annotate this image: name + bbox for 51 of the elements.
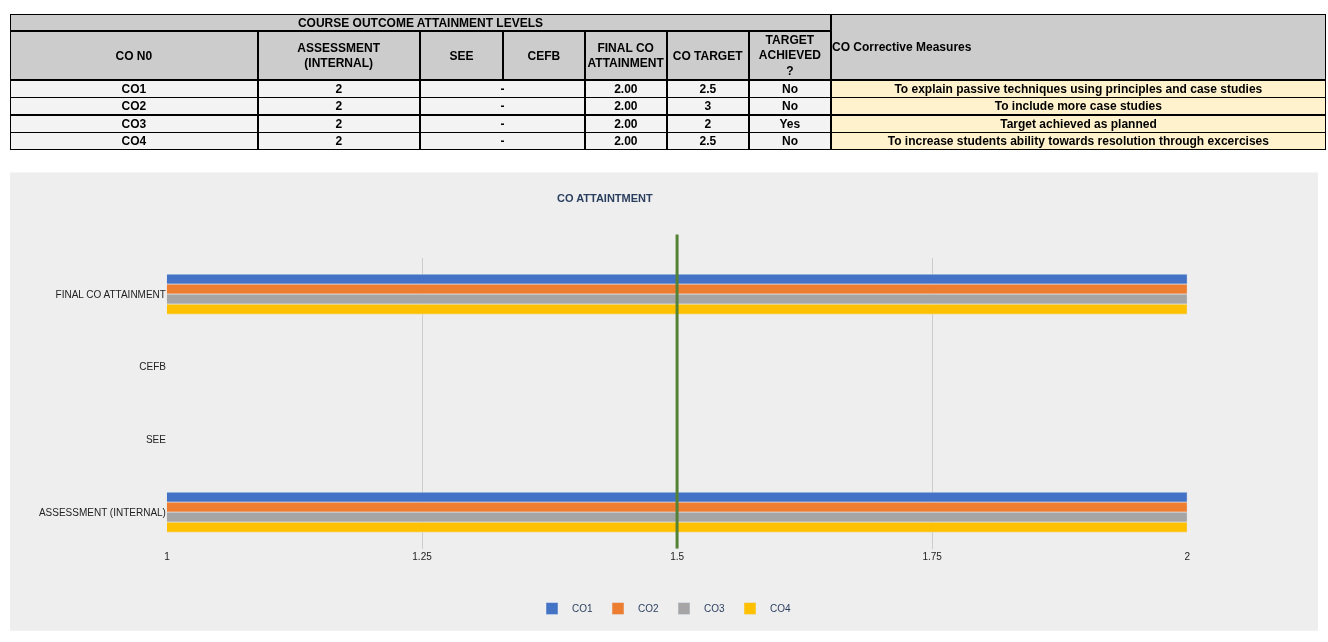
text: CO3 [121,116,147,131]
text: 2 [704,116,712,131]
text: 2 [335,133,343,148]
text: 2.5 [699,133,717,148]
x-tick-label: 1.75 [922,550,943,562]
text: To include more case studies [994,98,1162,113]
text: 2 [335,116,343,131]
text: - [500,98,505,113]
category-label: TARGET ACHIEVED ? [758,32,822,79]
text: 2.00 [614,81,638,96]
legend-label: CO2 [638,603,659,615]
x-tick-label: 1.25 [412,550,433,562]
category-label: CO N0 [115,48,153,63]
text: 2.00 [614,116,638,131]
x-tick-label: 1 [164,550,171,562]
category-label: CO TARGET [672,48,744,63]
text: - [500,81,505,96]
text: CO1 [121,81,147,96]
text: - [500,133,505,148]
y-tick-label: FINAL CO ATTAINMENT [55,288,166,300]
text: Yes [779,116,801,131]
text: 3 [704,98,712,113]
category-label: CEFB [527,48,561,63]
x-tick-label: 1.5 [670,550,685,562]
text: COURSE OUTCOME ATTAINMENT LEVELS [297,15,544,30]
text: To increase students ability towards resolution through excercises [887,133,1269,148]
text: CO4 [121,133,147,148]
text: CO2 [121,98,147,113]
legend-label: CO4 [770,603,791,615]
text: 2.5 [699,81,717,96]
category-label: FINAL CO ATTAINMENT [587,40,665,71]
text: No [782,81,798,96]
text: To explain passive techniques using principles and case studies [894,81,1263,96]
text: 2.00 [614,133,638,148]
text: - [500,116,505,131]
y-tick-label: ASSESSMENT (INTERNAL) [38,506,166,518]
text: 2 [335,98,343,113]
text: No [782,98,798,113]
text: Target achieved as planned [1000,116,1157,131]
y-tick-label: SEE [145,434,167,445]
category-label: CO Corrective Measures [832,40,972,54]
x-tick-label: 2 [1184,550,1191,562]
y-tick-label: CEFB [139,361,167,373]
legend-label: CO3 [704,603,725,615]
category-label: SEE [449,48,474,63]
text: No [782,133,798,148]
category-label: ASSESSMENT (INTERNAL) [297,40,381,71]
chart-title: CO ATTAINTMENT [557,192,653,204]
text: 2 [335,81,343,96]
text: 2.00 [614,98,638,113]
legend-label: CO1 [572,603,593,615]
